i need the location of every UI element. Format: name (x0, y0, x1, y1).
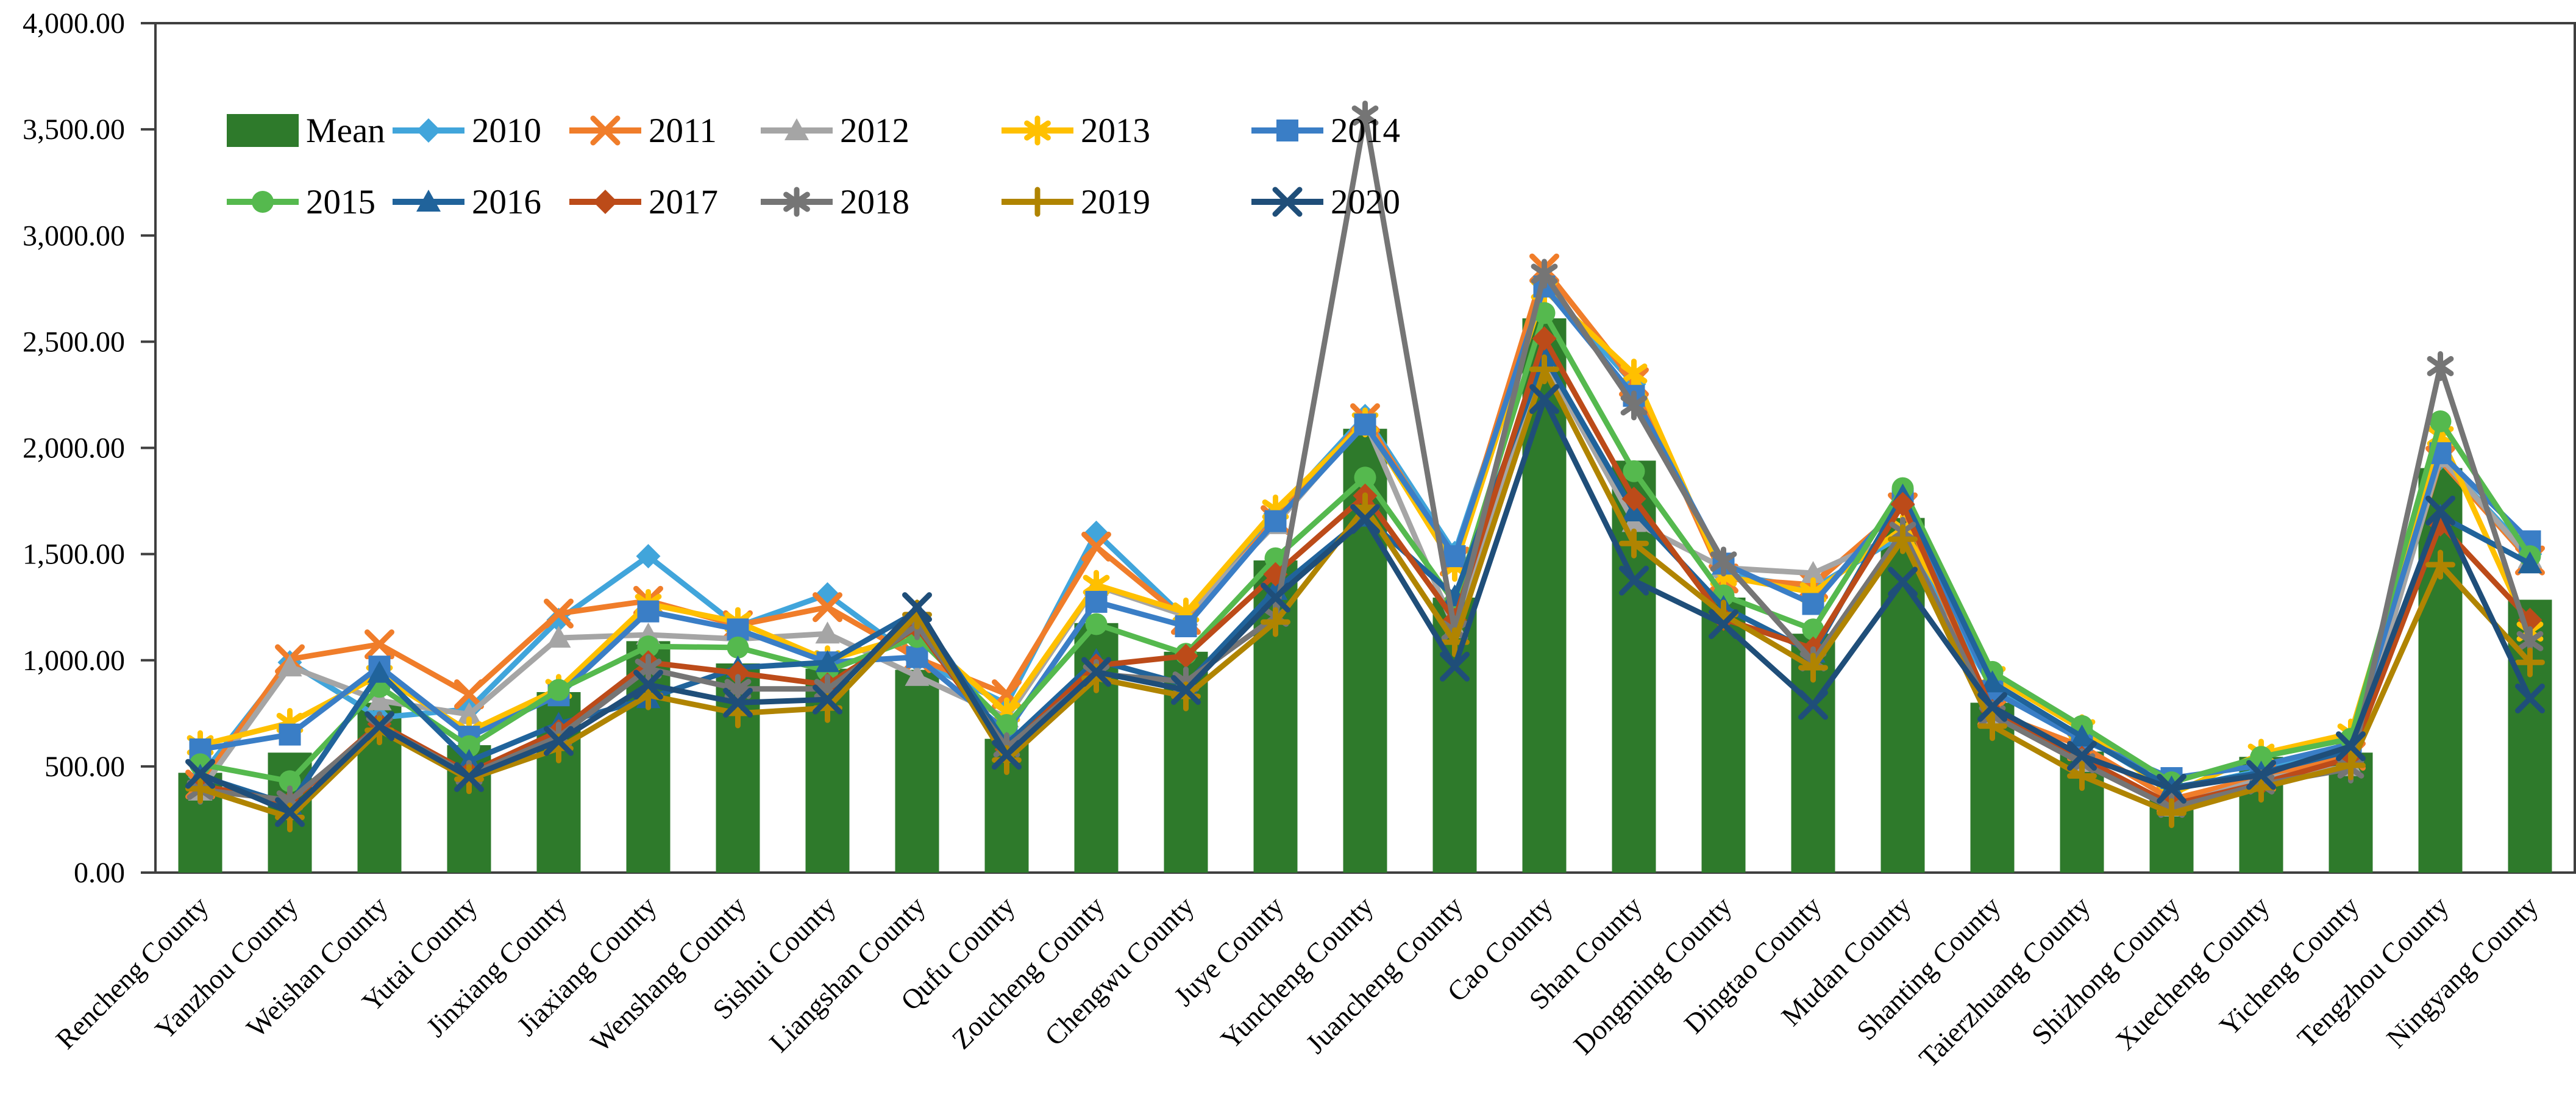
legend-label-2012: 2012 (840, 112, 909, 150)
legend-item-2010: 2010 (393, 112, 541, 150)
markers-2020 (185, 384, 2545, 827)
legend-label-mean: Mean (306, 112, 385, 150)
legend-item-2019: 2019 (1002, 183, 1150, 221)
y-tick-label: 500.00 (44, 751, 125, 783)
legend-swatch-mean (227, 114, 299, 147)
legend-label-2014: 2014 (1331, 112, 1400, 150)
y-tick-label: 2,000.00 (23, 432, 125, 465)
legend-item-2018: 2018 (761, 183, 909, 221)
legend-label-2018: 2018 (840, 183, 909, 221)
y-tick-label: 4,000.00 (23, 7, 125, 40)
mean-bar-liangshan-county (895, 670, 939, 873)
legend-item-2015: 2015 (227, 183, 375, 221)
legend-item-2020: 2020 (1251, 183, 1400, 221)
legend-item-2016: 2016 (393, 183, 541, 221)
legend-label-2020: 2020 (1331, 183, 1400, 221)
legend-label-2017: 2017 (649, 183, 718, 221)
series-2020 (185, 384, 2545, 827)
legend-item-mean: Mean (227, 112, 385, 150)
legend: Mean 2010 2011 2012 2013 2014 2015 2016 2017 2018… (227, 112, 1400, 221)
y-tick-label: 1,500.00 (23, 538, 125, 571)
legend-label-2016: 2016 (472, 183, 541, 221)
legend-label-2013: 2013 (1081, 112, 1150, 150)
legend-item-2013: 2013 (1002, 112, 1150, 150)
mean-bar-mudan-county (1880, 518, 1925, 873)
legend-item-2017: 2017 (569, 183, 718, 221)
legend-label-2011: 2011 (649, 112, 717, 150)
legend-label-2019: 2019 (1081, 183, 1150, 221)
y-tick-label: 3,500.00 (23, 113, 125, 146)
y-tick-label: 0.00 (74, 857, 125, 889)
mean-bar-dongming-county (1701, 598, 1746, 873)
y-axis: 0.00 500.00 1,000.00 1,500.00 2,000.00 2,500.… (23, 7, 155, 889)
legend-label-2015: 2015 (306, 183, 375, 221)
y-tick-label: 3,000.00 (23, 220, 125, 252)
legend-label-2010: 2010 (472, 112, 541, 150)
y-tick-label: 1,000.00 (23, 645, 125, 677)
y-tick-label: 2,500.00 (23, 326, 125, 358)
legend-item-2014: 2014 (1251, 112, 1400, 150)
legend-item-2012: 2012 (761, 112, 909, 150)
legend-item-2011: 2011 (569, 112, 717, 150)
